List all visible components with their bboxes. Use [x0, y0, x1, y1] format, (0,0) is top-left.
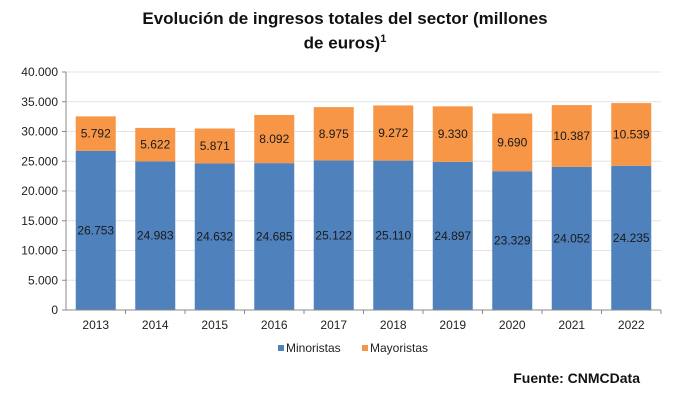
bar-minoristas	[254, 163, 295, 310]
x-tick-label: 2020	[499, 318, 526, 332]
bar-minoristas	[373, 160, 414, 310]
title-line-1: Evolución de ingresos totales del sector…	[142, 9, 548, 28]
bar-mayoristas	[492, 113, 533, 172]
bar-minoristas	[432, 161, 473, 310]
bar-mayoristas	[194, 128, 235, 164]
data-label: 25.122	[315, 228, 352, 242]
bar-minoristas	[194, 163, 235, 310]
x-tick-label: 2016	[261, 318, 288, 332]
data-label: 24.685	[256, 230, 293, 244]
x-tick-label: 2018	[380, 318, 407, 332]
bar-mayoristas	[373, 105, 414, 161]
bar-mayoristas	[611, 103, 652, 166]
y-tick-label: 5.000	[28, 273, 58, 287]
data-label: 26.753	[77, 223, 114, 237]
x-tick-label: 2017	[320, 318, 347, 332]
bar-minoristas	[75, 150, 116, 310]
data-label: 9.330	[438, 127, 468, 141]
data-label: 8.975	[319, 127, 349, 141]
x-tick-label: 2014	[142, 318, 169, 332]
bar-minoristas	[135, 161, 176, 310]
y-tick-label: 0	[51, 303, 58, 317]
data-label: 5.871	[200, 139, 230, 153]
bar-minoristas	[611, 165, 652, 310]
x-tick-label: 2019	[439, 318, 466, 332]
bar-minoristas	[313, 160, 354, 310]
y-tick-label: 10.000	[21, 244, 58, 258]
chart-title: Evolución de ingresos totales del sector…	[0, 8, 690, 54]
data-label: 10.539	[613, 127, 650, 141]
y-tick-label: 20.000	[21, 184, 58, 198]
data-label: 9.272	[378, 126, 408, 140]
data-label: 5.622	[140, 138, 170, 152]
y-tick-label: 30.000	[21, 125, 58, 139]
x-tick-label: 2013	[82, 318, 109, 332]
source-note: Fuente: CNMCData	[513, 370, 640, 386]
legend-label-minoristas: Minoristas	[286, 341, 341, 355]
data-label: 25.110	[375, 228, 411, 242]
data-label: 24.052	[553, 231, 590, 245]
bar-mayoristas	[551, 105, 592, 167]
data-label: 23.329	[494, 234, 531, 248]
data-label: 24.983	[137, 229, 174, 243]
data-label: 24.235	[613, 231, 650, 245]
data-label: 24.897	[434, 229, 471, 243]
data-label: 24.632	[196, 230, 233, 244]
x-tick-label: 2015	[201, 318, 228, 332]
x-tick-label: 2022	[618, 318, 645, 332]
bar-mayoristas	[313, 107, 354, 161]
legend-swatch-mayoristas	[362, 345, 368, 351]
bar-mayoristas	[254, 114, 295, 164]
data-label: 10.387	[553, 129, 590, 143]
data-label: 5.792	[81, 127, 111, 141]
bar-minoristas	[551, 166, 592, 310]
bar-mayoristas	[135, 127, 176, 162]
bar-mayoristas	[75, 116, 116, 151]
title-footnote: 1	[380, 33, 387, 45]
bar-minoristas	[492, 171, 533, 310]
y-tick-label: 25.000	[21, 154, 58, 168]
bar-mayoristas	[432, 106, 473, 162]
y-tick-label: 15.000	[21, 214, 58, 228]
y-tick-label: 35.000	[21, 95, 58, 109]
legend-label-mayoristas: Mayoristas	[370, 341, 428, 355]
legend-swatch-minoristas	[278, 345, 284, 351]
data-label: 9.690	[497, 135, 527, 149]
x-tick-label: 2021	[558, 318, 585, 332]
y-tick-label: 40.000	[21, 65, 58, 79]
data-label: 8.092	[259, 132, 289, 146]
title-line-2: de euros)	[303, 33, 381, 53]
